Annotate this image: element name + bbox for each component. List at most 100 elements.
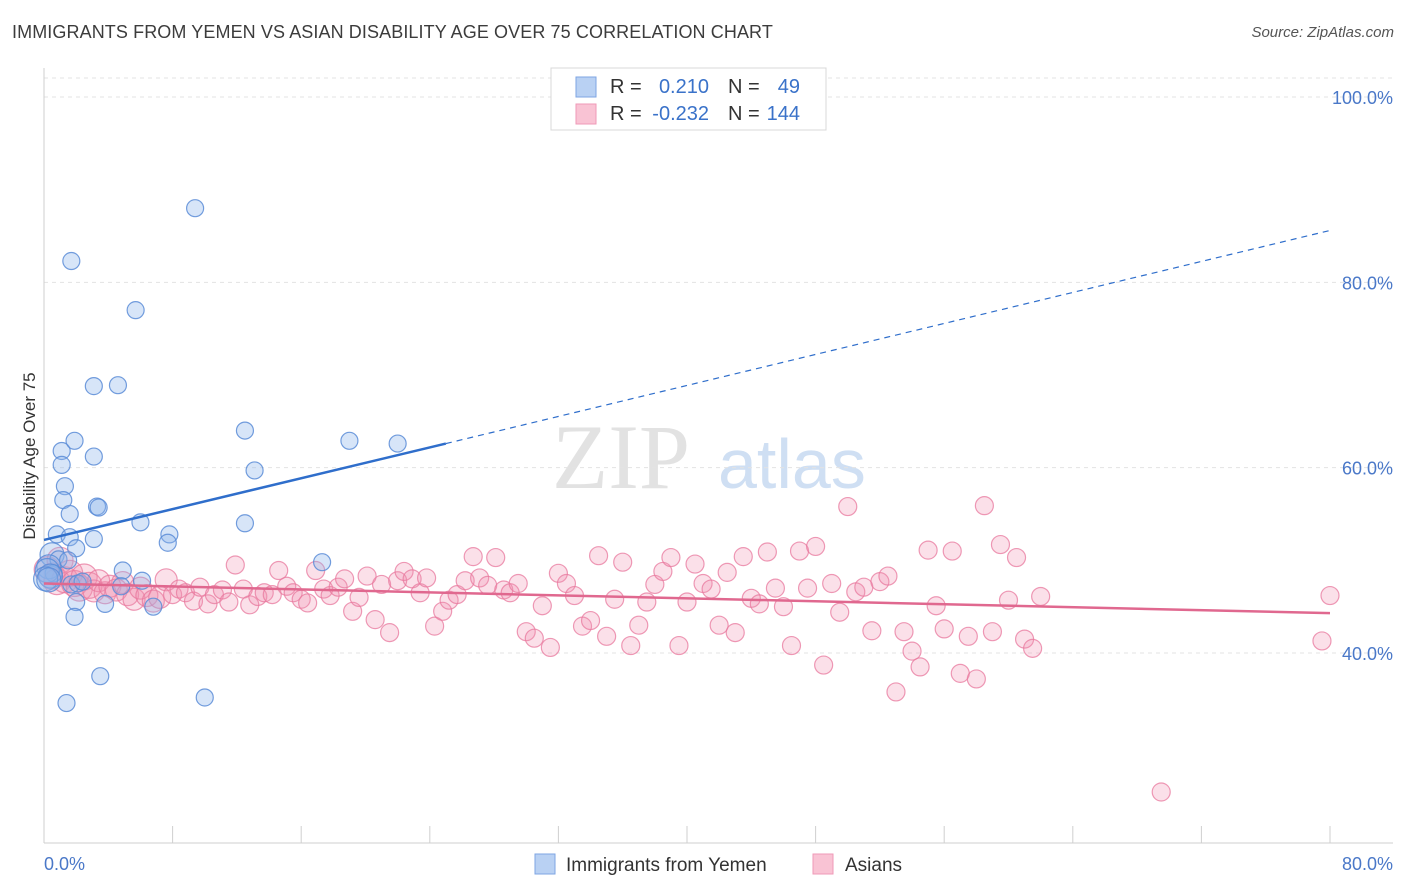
asians-point	[902, 641, 922, 661]
bottom-legend: Immigrants from Yemen Asians	[534, 853, 902, 876]
asians-point	[198, 594, 218, 614]
asians-point	[463, 547, 483, 567]
yemen-point	[126, 301, 145, 320]
asians-point	[725, 623, 745, 643]
asians-point	[765, 578, 786, 598]
asians-point	[433, 601, 453, 621]
asians-point	[394, 561, 414, 582]
yemen-point	[36, 567, 62, 593]
asians-point	[854, 577, 874, 597]
yemen-trend-line	[43, 442, 447, 542]
asians-trend-line	[43, 582, 1331, 615]
asians-point	[508, 573, 528, 594]
asians-point	[749, 594, 769, 614]
asians-point	[701, 579, 721, 599]
legend-r-label-yemen: R =	[610, 76, 642, 98]
asians-point	[942, 541, 962, 561]
asians-point	[717, 562, 737, 582]
legend-swatch-asians	[575, 103, 597, 125]
watermark-atlas: atlas	[718, 425, 866, 503]
asians-point	[225, 555, 245, 575]
bottom-legend-swatch-asians	[812, 853, 834, 875]
asians-point	[966, 669, 986, 689]
asians-point	[470, 568, 490, 588]
series-asians	[33, 496, 1340, 802]
asians-point	[661, 547, 681, 568]
yemen-point	[89, 498, 108, 517]
asians-point	[789, 541, 810, 561]
yemen-point	[158, 533, 177, 552]
asians-point	[982, 622, 1003, 642]
gridlines	[44, 77, 1393, 654]
chart-title: IMMIGRANTS FROM YEMEN VS ASIAN DISABILIT…	[12, 22, 773, 42]
yemen-point	[84, 377, 103, 396]
chart-source: Source: ZipAtlas.com	[1251, 24, 1394, 41]
asians-point	[548, 563, 569, 583]
watermark-zip: ZIP	[552, 406, 690, 508]
bottom-legend-label-yemen: Immigrants from Yemen	[566, 855, 767, 876]
asians-point	[141, 589, 165, 613]
yemen-point	[84, 447, 103, 466]
legend-r-value-yemen: 0.210	[659, 76, 709, 98]
legend-n-label-asians: N =	[728, 103, 760, 125]
asians-point	[357, 566, 377, 586]
yemen-point	[55, 477, 74, 496]
yemen-point	[65, 607, 84, 626]
asians-point	[918, 540, 938, 560]
asians-point	[262, 585, 282, 605]
asians-point	[886, 682, 906, 702]
asians-point	[371, 574, 392, 595]
legend-n-value-yemen: 49	[778, 76, 800, 98]
asians-point	[335, 569, 355, 589]
legend-r-value-asians: -0.232	[652, 103, 709, 125]
legend-n-value-asians: 144	[767, 103, 800, 125]
x-tick-label-min: 0.0%	[44, 854, 85, 874]
asians-point	[805, 536, 826, 557]
yemen-point	[388, 434, 407, 453]
yemen-point	[195, 688, 214, 707]
asians-point	[605, 589, 625, 609]
asians-point	[269, 560, 289, 581]
asians-point	[532, 596, 552, 616]
yemen-point	[52, 441, 71, 461]
x-tick-label-max: 80.0%	[1342, 854, 1393, 874]
asians-point	[894, 622, 914, 642]
yemen-point	[91, 667, 110, 686]
yemen-point	[245, 461, 264, 480]
asians-point	[1006, 547, 1027, 568]
yemen-point	[84, 529, 103, 549]
asians-point	[814, 655, 834, 675]
asians-point	[588, 546, 609, 566]
asians-point	[958, 626, 978, 646]
yemen-point	[65, 431, 84, 450]
asians-point	[1023, 638, 1043, 658]
yemen-point	[62, 251, 81, 271]
axes	[43, 68, 1393, 844]
asians-point	[613, 552, 633, 572]
legend-swatch-yemen	[575, 76, 597, 98]
asians-point	[950, 663, 970, 683]
asians-point	[478, 575, 498, 595]
yemen-point	[95, 594, 115, 613]
asians-point	[757, 542, 777, 562]
asians-point	[380, 623, 400, 643]
asians-point	[298, 593, 318, 613]
asians-point	[629, 615, 649, 635]
asians-point	[830, 602, 850, 622]
asians-point	[990, 534, 1011, 555]
yemen-point	[235, 421, 255, 440]
asians-point	[219, 592, 239, 612]
yemen-point	[113, 561, 132, 580]
series-yemen	[33, 199, 407, 713]
asians-point	[974, 496, 994, 516]
asians-point	[388, 571, 408, 591]
bottom-legend-label-asians: Asians	[845, 855, 902, 876]
asians-point	[797, 578, 818, 598]
y-tick-label: 80.0%	[1342, 273, 1393, 293]
asians-point	[516, 622, 536, 642]
asians-point	[838, 496, 858, 517]
yemen-point	[57, 693, 76, 713]
asians-point	[122, 587, 146, 611]
legend-box: R = 0.210 N = 49 R = -0.232 N = 144	[550, 67, 827, 131]
